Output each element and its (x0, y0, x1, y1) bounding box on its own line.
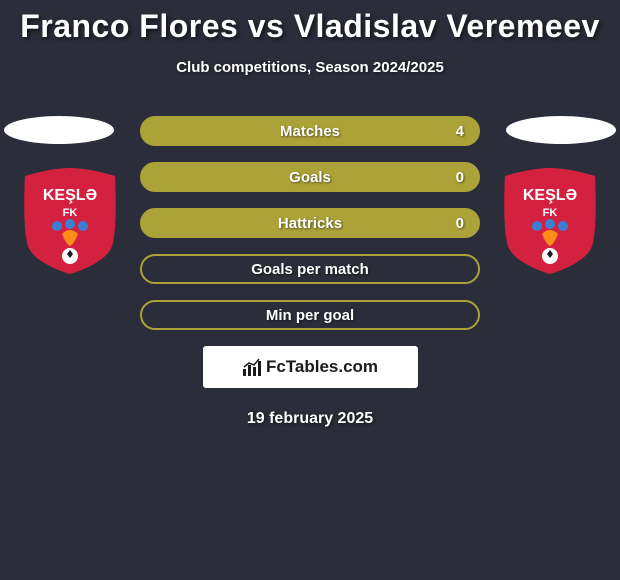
stat-value: 4 (456, 123, 464, 140)
player-left-ellipse (4, 116, 114, 144)
subtitle: Club competitions, Season 2024/2025 (0, 59, 620, 76)
date-text: 19 february 2025 (0, 410, 620, 428)
stat-row-goals-per-match: Goals per match (140, 254, 480, 284)
club-badge-left: KEŞLƏ FK (20, 168, 120, 274)
stat-value: 0 (456, 215, 464, 232)
stat-label: Matches (280, 123, 340, 140)
stat-label: Min per goal (266, 307, 354, 324)
player-right-ellipse (506, 116, 616, 144)
stat-value: 0 (456, 169, 464, 186)
stat-label: Goals per match (251, 261, 369, 278)
stat-label: Goals (289, 169, 331, 186)
stat-label: Hattricks (278, 215, 342, 232)
club-badge-right: KEŞLƏ FK (500, 168, 600, 274)
brand-text: FcTables.com (266, 357, 378, 377)
stat-row-matches: Matches 4 (140, 116, 480, 146)
stat-row-hattricks: Hattricks 0 (140, 208, 480, 238)
brand-box[interactable]: FcTables.com (203, 346, 418, 388)
svg-text:FK: FK (543, 207, 558, 219)
stat-row-min-per-goal: Min per goal (140, 300, 480, 330)
stats-section: KEŞLƏ FK KEŞLƏ FK Matches4Goals0Hattrick… (0, 116, 620, 330)
club-badge-left-text: KEŞLƏ (43, 187, 97, 204)
svg-text:FK: FK (63, 207, 78, 219)
club-badge-right-text: KEŞLƏ (523, 187, 577, 204)
page-title: Franco Flores vs Vladislav Veremeev (0, 0, 620, 45)
stat-row-goals: Goals 0 (140, 162, 480, 192)
stat-rows: Matches 4 Goals 0 Hattricks 0 Goals per match M… (140, 116, 480, 330)
chart-icon (242, 357, 262, 377)
